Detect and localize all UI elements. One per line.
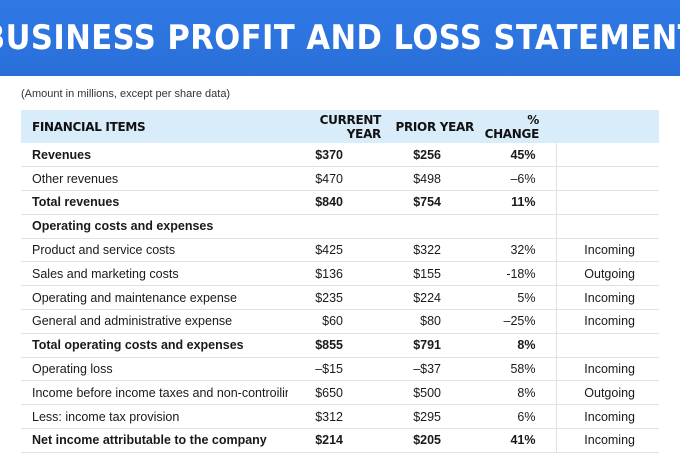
flow-note: Incoming [555,238,659,262]
percent-change-value: 8% [517,338,536,353]
percent-change-value: –25% [503,314,536,329]
header-notes [556,110,659,143]
current-year-value: –$15 [315,362,343,377]
percent-change-value: 41% [510,433,536,448]
item-label: Other revenues [32,171,119,186]
flow-note [555,214,659,239]
table-row: Operating and maintenance expense $235 $22… [21,285,659,310]
prior-year-value: $322 [413,243,441,258]
flow-note: Incoming [555,309,659,334]
prior-year-value: $754 [413,195,441,210]
current-year-value: $312 [315,409,343,424]
percent-change-value: 32% [510,243,536,258]
prior-year-value: $224 [413,290,441,305]
percent-change-value [478,214,556,238]
prior-year-value: $155 [413,266,441,281]
item-label: Operating and maintenance expense [32,290,238,305]
profit-loss-table: FINANCIAL ITEMS CURRENT YEAR PRIOR YEAR … [21,110,659,453]
flow-note [555,333,659,358]
table-row: Income before income taxes and non-contr… [21,380,659,405]
flow-note: Incoming [555,428,659,453]
prior-year-value: –$37 [413,362,441,377]
current-year-value: $370 [315,147,343,162]
table-row: Total operating costs and expenses $855 $7… [21,333,659,358]
prior-year-value: $80 [420,314,441,329]
page-title: BUSINESS PROFIT AND LOSS STATEMENT [0,18,680,58]
percent-change-value: 45% [510,147,536,162]
table-row: Net income attributable to the company $2… [21,428,659,453]
item-label: Total operating costs and expenses [32,338,244,353]
current-year-value: $650 [315,385,343,400]
item-label: Less: income tax provision [32,409,180,424]
prior-year-value: $295 [413,409,441,424]
current-year-value: $470 [315,171,343,186]
prior-year-value: $256 [413,147,441,162]
header-financial-items: FINANCIAL ITEMS [32,119,146,134]
flow-note [555,190,659,215]
table-row: Product and service costs $425 $322 32% Inco… [21,238,659,262]
flow-note [555,143,659,167]
header-current-year: CURRENT YEAR [319,112,382,141]
header-prior-year: PRIOR YEAR [395,119,474,134]
table-row: Less: income tax provision $312 $295 6% Inco… [21,404,659,429]
item-label: Sales and marketing costs [32,266,179,281]
flow-note: Incoming [555,404,659,429]
item-label: Revenues [32,147,92,162]
units-note: (Amount in millions, except per share da… [21,88,231,100]
percent-change-value: 8% [517,385,536,400]
current-year-value: $235 [315,290,343,305]
table-row: Operating loss –$15 –$37 58% Incoming [21,357,659,381]
item-label: Total revenues [32,195,120,210]
current-year-value: $855 [315,338,343,353]
table-row: Other revenues $470 $498 –6% [21,166,659,191]
percent-change-value: -18% [506,266,536,281]
prior-year-value: $791 [413,338,441,353]
percent-change-value: 58% [510,362,536,377]
item-label: Operating costs and expenses [32,219,214,234]
item-label: Operating loss [32,362,113,377]
current-year-value: $60 [322,314,343,329]
current-year-value: $136 [315,266,343,281]
flow-note [555,166,659,191]
title-banner: BUSINESS PROFIT AND LOSS STATEMENT [0,0,680,76]
percent-change-value: –6% [510,171,536,186]
flow-note: Incoming [555,357,659,381]
item-label: General and administrative expense [32,314,233,329]
flow-note: Outgoing [555,261,659,286]
item-label: Product and service costs [32,243,176,258]
prior-year-value: $500 [413,385,441,400]
current-year-value: $425 [315,243,343,258]
current-year-value: $840 [315,195,343,210]
table-row: Operating costs and expenses [21,214,659,239]
table-row: Total revenues $840 $754 11% [21,190,659,215]
table-row: General and administrative expense $60 $80… [21,309,659,334]
prior-year-value: $498 [413,171,441,186]
table-row: Revenues $370 $256 45% [21,143,659,167]
flow-note: Incoming [555,285,659,310]
item-label: Net income attributable to the company [32,433,267,448]
percent-change-value: 11% [511,195,536,210]
table-header-row: FINANCIAL ITEMS CURRENT YEAR PRIOR YEAR … [21,110,659,143]
prior-year-value: $205 [413,433,441,448]
flow-note: Outgoing [555,380,659,405]
current-year-value [288,214,385,238]
percent-change-value: 5% [517,290,536,305]
item-label: Income before income taxes and non-contr… [32,385,288,400]
prior-year-value [385,214,478,238]
current-year-value: $214 [315,433,343,448]
table-body: Revenues $370 $256 45% Other revenues $470 $49… [21,143,659,453]
header-percent-change: % CHANGE [484,112,540,141]
table-row: Sales and marketing costs $136 $155 -18% Out… [21,261,659,286]
percent-change-value: 6% [517,409,536,424]
